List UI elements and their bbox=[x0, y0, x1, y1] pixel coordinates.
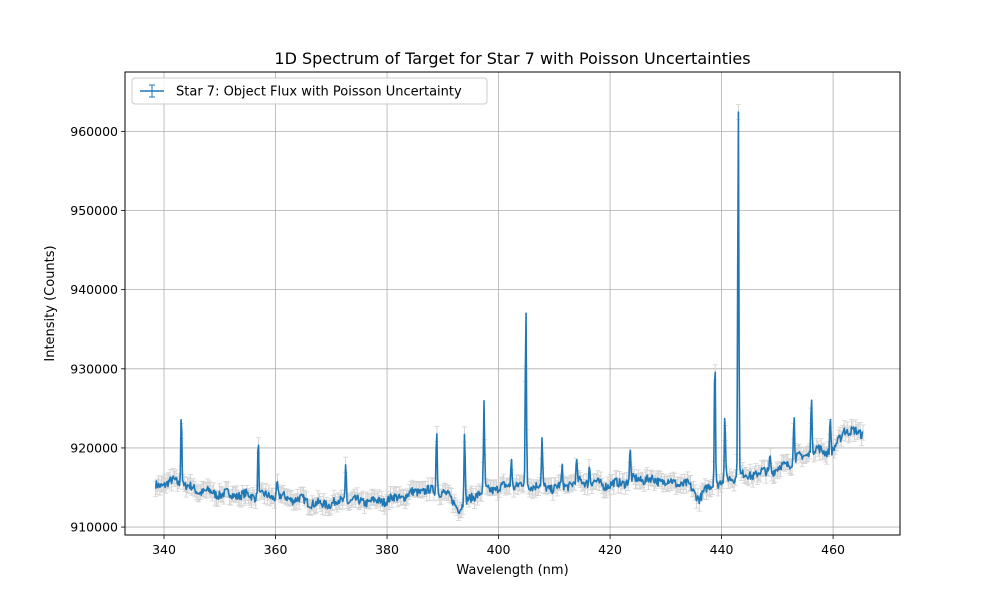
x-tick-label: 460 bbox=[821, 542, 845, 557]
x-tick-label: 400 bbox=[487, 542, 511, 557]
y-tick-label: 930000 bbox=[70, 361, 118, 376]
y-tick-label: 950000 bbox=[70, 203, 118, 218]
y-tick-label: 910000 bbox=[70, 520, 118, 535]
x-tick-label: 360 bbox=[264, 542, 288, 557]
legend: Star 7: Object Flux with Poisson Uncerta… bbox=[131, 77, 488, 105]
axis-ticks: 340 360 380 400 420 440 460 910000 920000 930000 9… bbox=[70, 124, 845, 557]
grid-lines bbox=[125, 72, 900, 535]
series-line bbox=[154, 111, 864, 515]
chart-title: 1D Spectrum of Target for Star 7 with Po… bbox=[274, 49, 750, 68]
y-tick-label: 920000 bbox=[70, 440, 118, 455]
y-axis-label: Intensity (Counts) bbox=[43, 245, 58, 361]
legend-label: Star 7: Object Flux with Poisson Uncerta… bbox=[176, 85, 462, 100]
x-axis-label: Wavelength (nm) bbox=[456, 563, 568, 578]
x-tick-label: 380 bbox=[375, 542, 399, 557]
x-tick-label: 440 bbox=[710, 542, 734, 557]
y-tick-label: 960000 bbox=[70, 124, 118, 139]
plot-frame bbox=[124, 71, 901, 536]
x-tick-label: 420 bbox=[598, 542, 622, 557]
legend-box bbox=[131, 77, 488, 105]
y-tick-label: 940000 bbox=[70, 282, 118, 297]
x-tick-label: 340 bbox=[152, 542, 176, 557]
